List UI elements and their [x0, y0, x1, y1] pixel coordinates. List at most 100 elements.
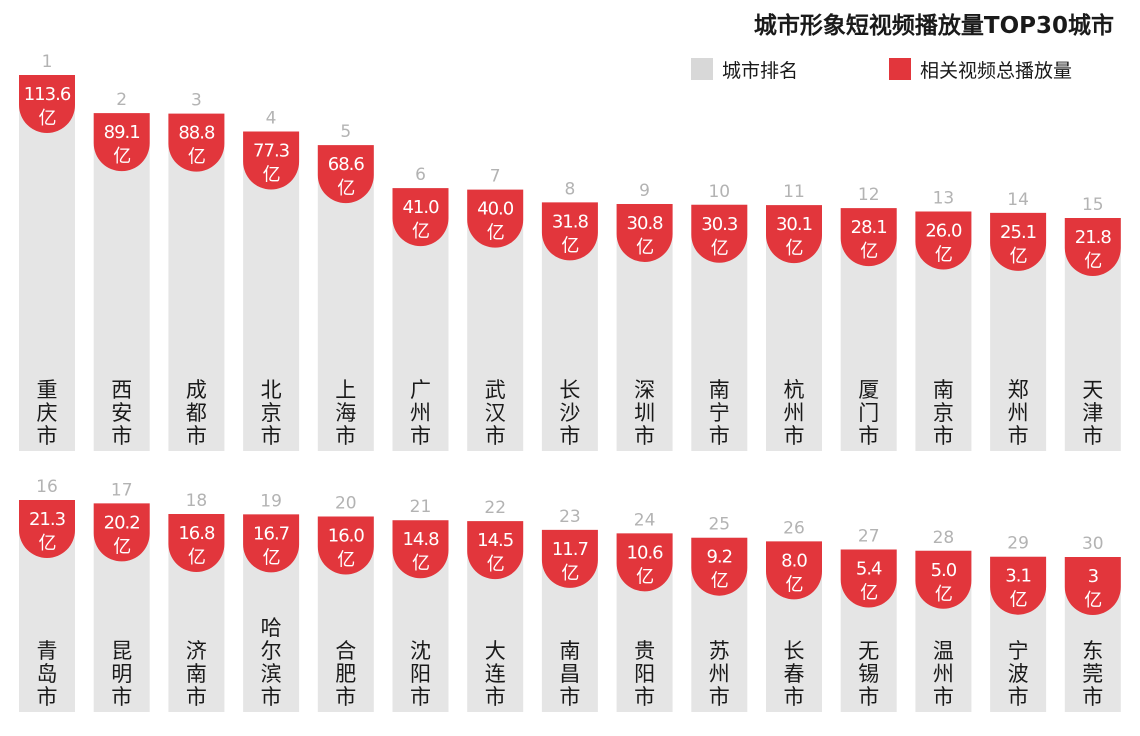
value-unit-12: 亿	[860, 241, 877, 262]
value-unit-8: 亿	[561, 235, 578, 256]
city-label-18: 济南市	[186, 639, 207, 709]
value-badge-12	[840, 208, 897, 267]
value-badge-23	[541, 529, 598, 588]
rank-label-3: 3	[191, 91, 202, 111]
rank-label-28: 28	[933, 528, 955, 548]
city-label-3: 成都市	[186, 378, 207, 448]
value-badge-14	[990, 212, 1047, 271]
value-unit-25: 亿	[711, 571, 728, 592]
value-label-20: 16.0	[328, 526, 365, 547]
value-unit-15: 亿	[1084, 251, 1101, 272]
value-label-12: 28.1	[851, 217, 887, 238]
value-badge-28	[915, 550, 972, 609]
value-label-16: 21.3	[29, 509, 66, 530]
rank-label-30: 30	[1082, 534, 1104, 554]
city-label-8: 长沙市	[559, 378, 580, 448]
value-badge-26	[766, 541, 822, 600]
value-badge-10	[691, 204, 748, 263]
rank-label-29: 29	[1007, 534, 1029, 554]
value-badge-17	[93, 503, 150, 562]
legend-swatch-rank	[691, 58, 713, 80]
city-label-7: 武汉市	[485, 378, 506, 448]
value-label-24: 10.6	[627, 542, 664, 563]
city-label-16: 青岛市	[37, 639, 58, 709]
city-label-13: 南京市	[933, 378, 954, 448]
value-unit-5: 亿	[337, 178, 354, 199]
value-unit-27: 亿	[860, 583, 877, 604]
rank-label-12: 12	[858, 185, 880, 205]
city-label-14: 郑州市	[1008, 378, 1029, 448]
rank-label-11: 11	[783, 182, 805, 202]
city-label-25: 苏州市	[709, 639, 730, 709]
city-label-21: 沈阳市	[410, 639, 431, 709]
value-unit-11: 亿	[786, 238, 803, 259]
rank-label-20: 20	[335, 494, 357, 514]
value-badge-5	[317, 145, 374, 204]
value-unit-28: 亿	[935, 584, 952, 605]
value-badge-2	[93, 113, 150, 172]
value-badge-22	[467, 521, 524, 580]
value-label-28: 5.0	[931, 560, 957, 581]
value-label-7: 40.0	[477, 199, 514, 220]
value-label-25: 9.2	[706, 547, 732, 568]
value-label-21: 14.8	[402, 529, 439, 550]
value-label-19: 16.7	[253, 523, 289, 544]
city-label-24: 贵阳市	[634, 639, 655, 709]
value-label-22: 14.5	[477, 530, 513, 551]
rank-label-25: 25	[708, 515, 730, 535]
value-unit-20: 亿	[337, 550, 354, 571]
rank-label-21: 21	[410, 497, 432, 517]
city-label-4: 北京市	[261, 378, 282, 448]
city-label-6: 广州市	[410, 378, 431, 448]
rank-label-9: 9	[639, 181, 650, 201]
value-unit-9: 亿	[636, 237, 653, 258]
value-label-18: 16.8	[178, 523, 215, 544]
value-unit-24: 亿	[636, 566, 653, 587]
rank-label-5: 5	[340, 122, 351, 142]
city-label-2: 西安市	[111, 378, 132, 448]
value-unit-1: 亿	[39, 108, 56, 129]
value-label-5: 68.6	[328, 154, 365, 175]
value-unit-17: 亿	[113, 536, 130, 557]
value-label-8: 31.8	[552, 211, 589, 232]
city-label-20: 合肥市	[335, 639, 356, 709]
value-badge-24	[616, 533, 673, 592]
value-label-27: 5.4	[856, 559, 882, 580]
value-unit-6: 亿	[412, 221, 429, 242]
value-unit-29: 亿	[1010, 590, 1027, 611]
value-unit-18: 亿	[188, 547, 205, 568]
value-badge-13	[915, 211, 972, 270]
value-unit-16: 亿	[39, 533, 56, 554]
rank-label-1: 1	[42, 52, 53, 72]
city-label-1: 重庆市	[37, 378, 58, 448]
value-unit-4: 亿	[263, 165, 280, 186]
rank-label-26: 26	[783, 518, 805, 538]
value-label-14: 25.1	[1000, 222, 1036, 243]
bar-1	[19, 75, 75, 451]
legend-label-views: 相关视频总播放量	[920, 60, 1072, 82]
bars-group: 1113.6亿重庆市289.1亿西安市388.8亿成都市477.3亿北京市568…	[19, 52, 1121, 712]
city-label-26: 长春市	[784, 639, 805, 709]
city-label-9: 深圳市	[634, 378, 655, 448]
value-badge-29	[990, 556, 1047, 615]
value-badge-15	[1064, 218, 1121, 276]
value-badge-6	[392, 188, 449, 247]
value-label-6: 41.0	[402, 197, 439, 218]
value-badge-19	[243, 514, 300, 573]
rank-label-22: 22	[484, 498, 506, 518]
city-label-27: 无锡市	[858, 639, 879, 709]
value-badge-25	[691, 537, 748, 596]
city-label-10: 南宁市	[709, 378, 730, 448]
value-badge-16	[19, 500, 75, 558]
value-badge-11	[766, 205, 822, 264]
rank-label-8: 8	[564, 179, 575, 199]
rank-label-4: 4	[266, 109, 277, 129]
rank-label-10: 10	[708, 182, 730, 202]
value-unit-7: 亿	[487, 223, 504, 244]
city-label-17: 昆明市	[111, 639, 132, 709]
value-label-26: 8.0	[781, 550, 807, 571]
value-badge-21	[392, 520, 449, 579]
value-label-23: 11.7	[552, 539, 588, 560]
value-badge-4	[243, 131, 300, 190]
value-badge-9	[616, 203, 673, 262]
